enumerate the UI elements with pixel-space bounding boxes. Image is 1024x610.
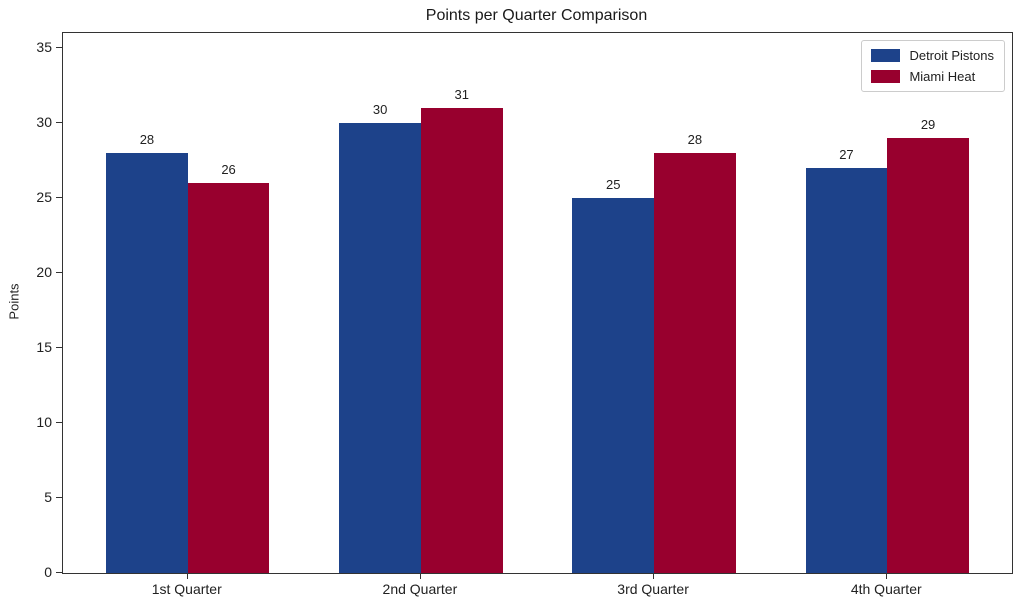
y-tick-mark xyxy=(56,347,62,348)
x-tick-label: 3rd Quarter xyxy=(617,581,689,597)
y-tick-mark xyxy=(56,422,62,423)
y-tick-label: 35 xyxy=(36,39,52,55)
legend-entry: Detroit Pistons xyxy=(871,48,994,63)
bar-detroit-pistons xyxy=(106,153,188,573)
bar-detroit-pistons xyxy=(572,198,655,573)
y-tick-label: 20 xyxy=(36,264,52,280)
x-tick-mark xyxy=(886,573,888,579)
bar-value-label: 31 xyxy=(454,87,469,102)
legend-entry: Miami Heat xyxy=(871,69,994,84)
y-tick-mark xyxy=(56,497,62,498)
bar-miami-heat xyxy=(187,183,270,573)
bar-value-label: 28 xyxy=(139,132,155,147)
y-tick-label: 0 xyxy=(44,564,52,580)
legend-swatch-miami-heat xyxy=(871,70,901,83)
bar-value-label: 26 xyxy=(221,162,236,177)
bar-detroit-pistons xyxy=(805,168,888,573)
y-tick-label: 15 xyxy=(36,339,52,355)
y-tick-label: 25 xyxy=(36,189,52,205)
legend: Detroit Pistons Miami Heat xyxy=(861,40,1005,92)
bar-value-label: 25 xyxy=(606,177,621,192)
legend-label-detroit-pistons: Detroit Pistons xyxy=(909,48,994,63)
x-tick-mark xyxy=(186,573,188,579)
legend-swatch-detroit-pistons xyxy=(871,49,901,62)
y-tick-mark xyxy=(56,272,62,273)
x-tick-mark xyxy=(653,573,655,579)
x-tick-label: 1st Quarter xyxy=(151,581,222,597)
y-tick-label: 30 xyxy=(36,114,52,130)
bar-value-label: 30 xyxy=(372,102,388,117)
y-tick-mark xyxy=(56,47,62,48)
y-tick-label: 10 xyxy=(36,414,52,430)
chart-title: Points per Quarter Comparison xyxy=(425,7,648,24)
y-tick-label: 5 xyxy=(44,489,52,505)
x-tick-label: 4th Quarter xyxy=(850,581,922,597)
x-tick-label: 2nd Quarter xyxy=(382,581,458,597)
y-tick-mark xyxy=(56,197,62,198)
bar-miami-heat xyxy=(654,153,736,573)
bar-value-label: 28 xyxy=(687,132,703,147)
legend-label-miami-heat: Miami Heat xyxy=(909,69,976,84)
bar-value-label: 27 xyxy=(839,147,854,162)
plot-area: 28 26 30 31 25 28 27 29 xyxy=(62,32,1013,574)
bar-miami-heat xyxy=(887,138,969,573)
y-tick-mark xyxy=(56,122,62,123)
bar-detroit-pistons xyxy=(339,123,421,573)
y-tick-mark xyxy=(56,572,62,573)
bar-miami-heat xyxy=(420,108,503,573)
x-tick-mark xyxy=(419,573,421,579)
bar-value-label: 29 xyxy=(920,117,936,132)
